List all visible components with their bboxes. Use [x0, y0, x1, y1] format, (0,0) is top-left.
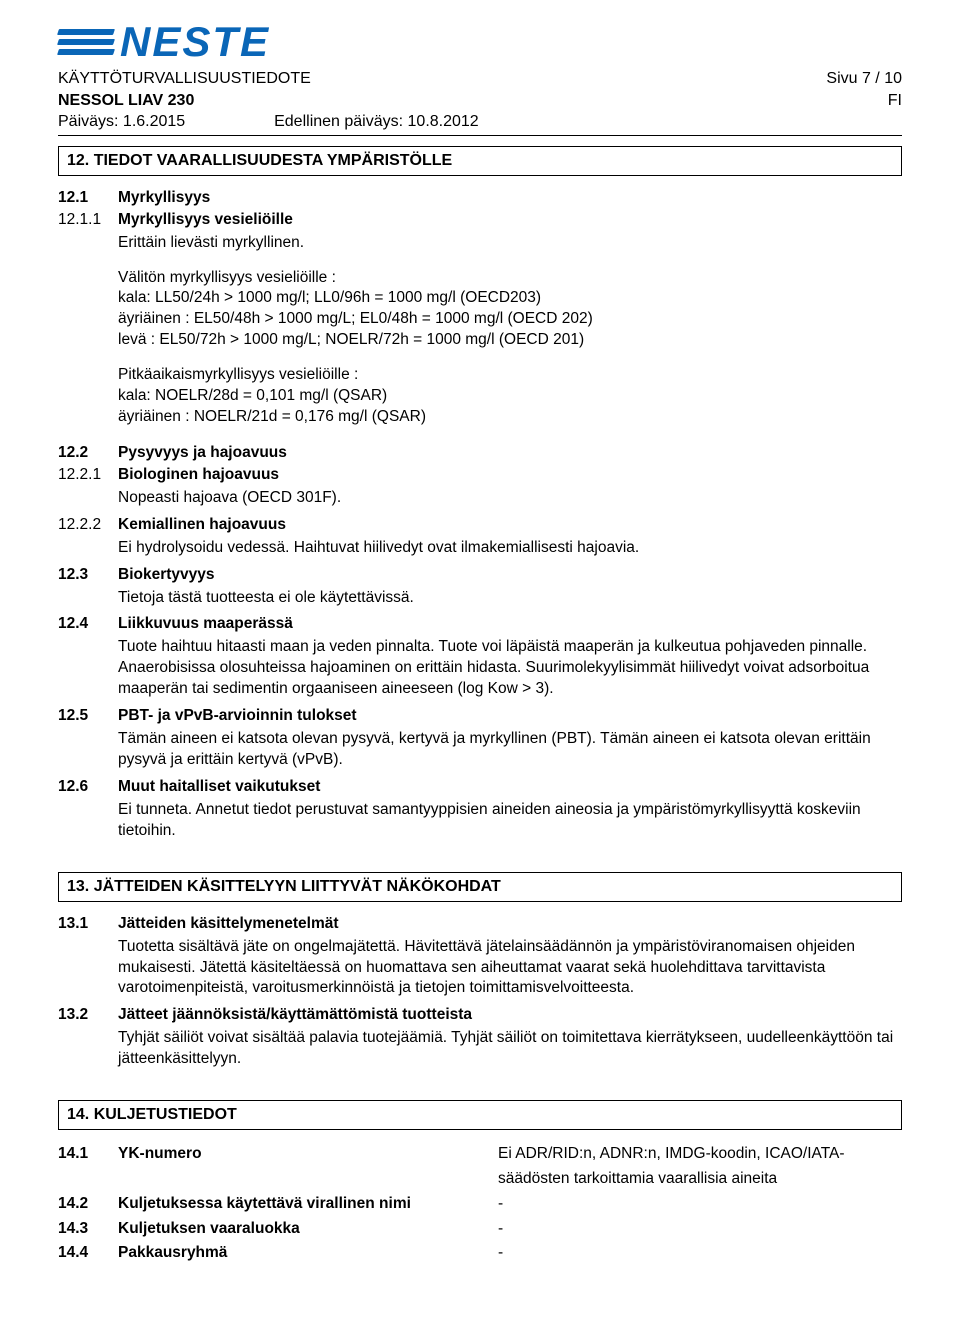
divider: [58, 135, 902, 136]
row-14-4: 14.4 Pakkausryhmä -: [58, 1241, 902, 1266]
text-other-effects: Ei tunneta. Annetut tiedot perustuvat sa…: [118, 800, 902, 842]
section-12-title: 12. TIEDOT VAARALLISUUDESTA YMPÄRISTÖLLE: [58, 146, 902, 176]
label-persistence: Pysyvyys ja hajoavuus: [118, 443, 287, 464]
row-14-2: 14.2 Kuljetuksessa käytettävä virallinen…: [58, 1192, 902, 1217]
document-header: KÄYTTÖTURVALLISUUSTIEDOTE NESSOL LIAV 23…: [58, 68, 902, 133]
prev-date: Edellinen päiväys: 10.8.2012: [274, 113, 479, 130]
val-shipping-name: -: [498, 1192, 902, 1217]
chronic-header: Pitkäaikaismyrkyllisyys vesieliöille :: [118, 365, 902, 386]
label-waste-methods: Jätteiden käsittelymenetelmät: [118, 914, 339, 935]
page-number: Sivu 7 / 10: [826, 68, 902, 90]
acute-line1: kala: LL50/24h > 1000 mg/l; LL0/96h = 10…: [118, 288, 902, 309]
lang-code: FI: [826, 90, 902, 112]
num-12-2-2: 12.2.2: [58, 515, 118, 536]
page: NESTE KÄYTTÖTURVALLISUUSTIEDOTE NESSOL L…: [0, 0, 960, 1337]
logo-stripes-icon: [58, 29, 114, 55]
num-12-4: 12.4: [58, 614, 118, 635]
label-chemdeg: Kemiallinen hajoavuus: [118, 515, 286, 536]
chronic-line1: kala: NOELR/28d = 0,101 mg/l (QSAR): [118, 386, 902, 407]
num-14-2: 14.2: [58, 1192, 118, 1217]
logo-text: NESTE: [120, 18, 270, 66]
text-waste-methods: Tuotetta sisältävä jäte on ongelmajätett…: [118, 937, 902, 1000]
num-14-1: 14.1: [58, 1142, 118, 1192]
num-12-5: 12.5: [58, 706, 118, 727]
label-biodeg: Biologinen hajoavuus: [118, 465, 279, 486]
label-packing-group: Pakkausryhmä: [118, 1241, 498, 1266]
label-un-number: YK-numero: [118, 1142, 498, 1192]
num-12-2-1: 12.2.1: [58, 465, 118, 486]
text-waste-residue: Tyhjät säiliöt voivat sisältää palavia t…: [118, 1028, 902, 1070]
chronic-line2: äyriäinen : NOELR/21d = 0,176 mg/l (QSAR…: [118, 407, 902, 428]
num-12-1-1: 12.1.1: [58, 210, 118, 231]
product-name: NESSOL LIAV 230: [58, 90, 479, 112]
label-shipping-name: Kuljetuksessa käytettävä virallinen nimi: [118, 1192, 498, 1217]
num-12-3: 12.3: [58, 565, 118, 586]
label-bioacc: Biokertyvyys: [118, 565, 215, 586]
label-other-effects: Muut haitalliset vaikutukset: [118, 777, 320, 798]
text-mobility: Tuote haihtuu hitaasti maan ja veden pin…: [118, 637, 902, 700]
label-pbt: PBT- ja vPvB-arvioinnin tulokset: [118, 706, 357, 727]
text-biodeg: Nopeasti hajoava (OECD 301F).: [118, 488, 902, 509]
section-13-title: 13. JÄTTEIDEN KÄSITTELYYN LIITTYVÄT NÄKÖ…: [58, 872, 902, 902]
val-packing-group: -: [498, 1241, 902, 1266]
num-13-2: 13.2: [58, 1005, 118, 1026]
label-hazard-class: Kuljetuksen vaaraluokka: [118, 1217, 498, 1242]
doc-type: KÄYTTÖTURVALLISUUSTIEDOTE: [58, 68, 479, 90]
num-12-6: 12.6: [58, 777, 118, 798]
num-14-3: 14.3: [58, 1217, 118, 1242]
text-aquatic-tox: Erittäin lievästi myrkyllinen.: [118, 233, 902, 254]
logo-row: NESTE: [58, 18, 902, 66]
row-14-1: 14.1 YK-numero Ei ADR/RID:n, ADNR:n, IMD…: [58, 1142, 902, 1192]
row-14-3: 14.3 Kuljetuksen vaaraluokka -: [58, 1217, 902, 1242]
label-aquatic-tox: Myrkyllisyys vesieliöille: [118, 210, 293, 231]
acute-header: Välitön myrkyllisyys vesieliöille :: [118, 268, 902, 289]
num-14-4: 14.4: [58, 1241, 118, 1266]
val-hazard-class: -: [498, 1217, 902, 1242]
val-un-number: Ei ADR/RID:n, ADNR:n, IMDG-koodin, ICAO/…: [498, 1142, 902, 1192]
text-pbt: Tämän aineen ei katsota olevan pysyvä, k…: [118, 729, 902, 771]
num-12-1: 12.1: [58, 188, 118, 209]
acute-line3: levä : EL50/72h > 1000 mg/L; NOELR/72h =…: [118, 330, 902, 351]
section-14-title: 14. KULJETUSTIEDOT: [58, 1100, 902, 1130]
acute-line2: äyriäinen : EL50/48h > 1000 mg/L; EL0/48…: [118, 309, 902, 330]
label-mobility: Liikkuvuus maaperässä: [118, 614, 293, 635]
num-13-1: 13.1: [58, 914, 118, 935]
text-chemdeg: Ei hydrolysoidu vedessä. Haihtuvat hiili…: [118, 538, 902, 559]
dates-row: Päiväys: 1.6.2015 Edellinen päiväys: 10.…: [58, 111, 479, 133]
label-waste-residue: Jätteet jäännöksistä/käyttämättömistä tu…: [118, 1005, 472, 1026]
num-12-2: 12.2: [58, 443, 118, 464]
date: Päiväys: 1.6.2015: [58, 113, 185, 130]
label-toxicity: Myrkyllisyys: [118, 188, 210, 209]
text-bioacc: Tietoja tästä tuotteesta ei ole käytettä…: [118, 588, 902, 609]
